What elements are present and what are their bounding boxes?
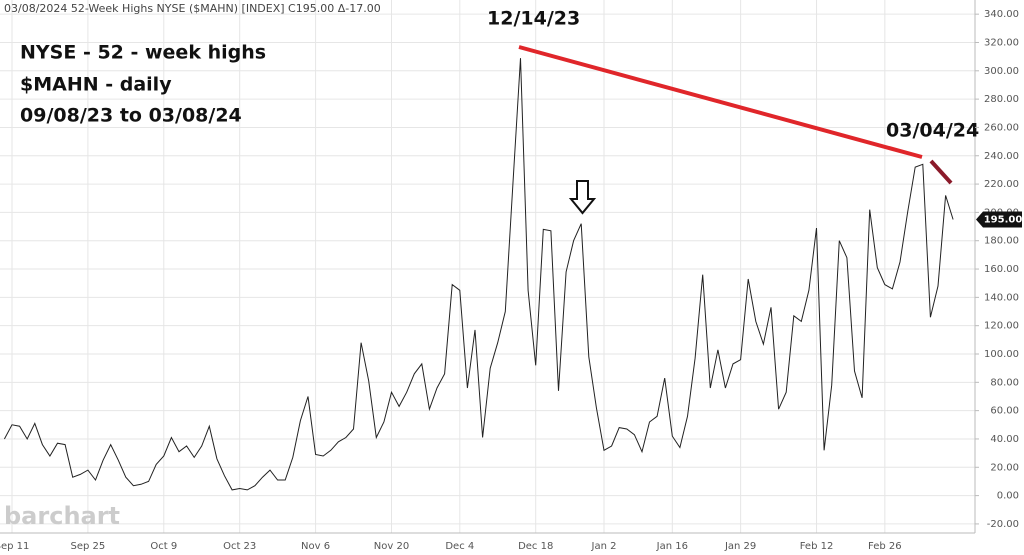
x-tick-label: Nov 6 (301, 541, 330, 552)
x-tick-label: Sep 11 (0, 541, 29, 552)
x-tick-label: Dec 4 (445, 541, 474, 552)
y-tick-label: 0.00 (997, 491, 1019, 502)
y-tick-label: 120.00 (984, 321, 1019, 332)
y-tick-label: 60.00 (990, 406, 1019, 417)
x-tick-label: Jan 16 (656, 541, 688, 552)
x-tick-label: Oct 23 (223, 541, 256, 552)
x-tick-label: Feb 26 (868, 541, 902, 552)
x-tick-label: Feb 12 (800, 541, 834, 552)
grid (0, 0, 975, 533)
y-tick-label: 260.00 (984, 122, 1019, 133)
y-tick-label: 180.00 (984, 236, 1019, 247)
x-tick-label: Oct 9 (150, 541, 177, 552)
trend-segment (929, 159, 953, 185)
y-tick-label: 100.00 (984, 349, 1019, 360)
annotation: 09/08/23 to 03/08/24 (20, 105, 242, 127)
y-tick-label: 160.00 (984, 264, 1019, 275)
y-tick-label: -20.00 (987, 519, 1019, 530)
x-tick-label: Dec 18 (518, 541, 553, 552)
y-tick-label: 240.00 (984, 151, 1019, 162)
y-tick-label: 220.00 (984, 179, 1019, 190)
y-tick-label: 320.00 (984, 37, 1019, 48)
x-tick-label: Jan 2 (591, 541, 617, 552)
trend-line (518, 45, 923, 159)
arrow-marker (568, 180, 597, 215)
annotation: NYSE - 52 - week highs (20, 42, 266, 64)
last-value-label: 195.00 (984, 214, 1023, 225)
y-tick-label: 140.00 (984, 292, 1019, 303)
plot (3, 58, 954, 491)
y-tick-label: 340.00 (984, 9, 1019, 20)
last-value-tag (976, 211, 1022, 228)
annotation: $MAHN - daily (20, 74, 172, 96)
y-tick-label: 300.00 (984, 66, 1019, 77)
y-tick-label: 80.00 (990, 377, 1019, 388)
watermark: barchart (4, 502, 120, 530)
y-tick-label: 40.00 (990, 434, 1019, 445)
y-tick-label: 20.00 (990, 462, 1019, 473)
y-tick-label: 280.00 (984, 94, 1019, 105)
data-line (3, 58, 954, 491)
x-tick-label: Sep 25 (71, 541, 106, 552)
x-tick-label: Jan 29 (724, 541, 756, 552)
annotation: 12/14/23 (487, 8, 580, 30)
x-tick-label: Nov 20 (374, 541, 409, 552)
chart-title: 03/08/2024 52-Week Highs NYSE ($MAHN) [I… (4, 2, 381, 15)
annotation: 03/04/24 (886, 120, 979, 142)
